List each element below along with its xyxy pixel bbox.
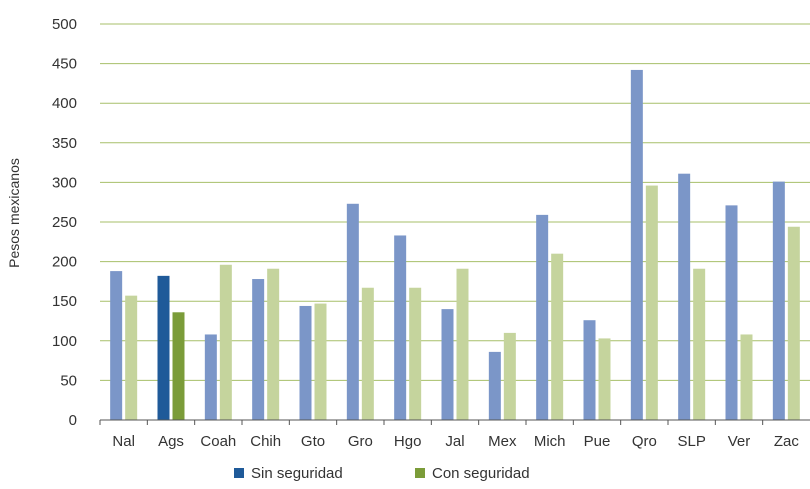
legend-label-sin-seguridad: Sin seguridad <box>251 465 343 482</box>
bar-qro-sin-seguridad <box>630 69 643 420</box>
bar-pue-con-seguridad <box>598 338 611 420</box>
bar-hgo-sin-seguridad <box>394 235 407 420</box>
y-axis-title: Pesos mexicanos <box>6 158 22 268</box>
legend: Sin seguridad Con seguridad <box>234 465 530 482</box>
bar-zac-sin-seguridad <box>772 181 785 420</box>
y-tick-label: 150 <box>52 293 77 310</box>
y-tick-label: 100 <box>52 333 77 350</box>
gridlines <box>100 23 810 381</box>
x-tick-label-gro: Gro <box>348 433 373 450</box>
y-tick-label: 0 <box>69 412 77 429</box>
bar-coah-sin-seguridad <box>204 334 217 420</box>
x-tick-label-pue: Pue <box>584 433 611 450</box>
legend-label-con-seguridad: Con seguridad <box>432 465 530 482</box>
bar-mex-con-seguridad <box>503 332 516 420</box>
bar-slp-con-seguridad <box>693 268 706 420</box>
bar-hgo-con-seguridad <box>409 287 422 420</box>
x-tick-label-zac: Zac <box>774 433 800 450</box>
x-tick-label-slp: SLP <box>677 433 705 450</box>
bar-ags-con-seguridad <box>172 312 185 420</box>
bar-coah-con-seguridad <box>219 264 232 420</box>
y-tick-label: 200 <box>52 254 77 271</box>
legend-swatch-sin-seguridad <box>234 468 244 478</box>
bar-slp-sin-seguridad <box>678 173 691 420</box>
bar-jal-sin-seguridad <box>441 309 454 420</box>
axes: 0 50 100 150 200 250 300 350 400 450 500 Nal Ags Coah… <box>52 16 810 450</box>
legend-swatch-con-seguridad <box>415 468 425 478</box>
x-tick-label-gto: Gto <box>301 433 325 450</box>
bar-ver-sin-seguridad <box>725 205 738 420</box>
bar-gto-con-seguridad <box>314 303 327 420</box>
x-tick-label-mex: Mex <box>488 433 517 450</box>
bar-mich-sin-seguridad <box>536 214 549 420</box>
x-tick-label-jal: Jal <box>445 433 464 450</box>
bar-nal-sin-seguridad <box>110 271 123 420</box>
x-tick-label-ver: Ver <box>728 433 751 450</box>
y-tick-label: 50 <box>60 372 77 389</box>
y-tick-label: 250 <box>52 214 77 231</box>
x-tick-label-coah: Coah <box>200 433 236 450</box>
y-tick-label: 350 <box>52 135 77 152</box>
bar-gto-sin-seguridad <box>299 305 312 420</box>
bar-mich-con-seguridad <box>551 253 564 420</box>
x-tick-label-mich: Mich <box>534 433 566 450</box>
bar-pue-sin-seguridad <box>583 320 596 420</box>
x-tick-label-ags: Ags <box>158 433 184 450</box>
y-tick-label: 450 <box>52 56 77 73</box>
bar-ver-con-seguridad <box>740 334 753 420</box>
x-tick-label-chih: Chih <box>250 433 281 450</box>
x-tick-label-qro: Qro <box>632 433 657 450</box>
bar-mex-sin-seguridad <box>488 351 501 420</box>
bar-nal-con-seguridad <box>125 295 138 420</box>
y-tick-label: 400 <box>52 95 77 112</box>
x-tick-label-hgo: Hgo <box>394 433 422 450</box>
bar-ags-sin-seguridad <box>157 275 170 420</box>
bar-gro-sin-seguridad <box>346 203 359 420</box>
bar-chih-sin-seguridad <box>252 279 265 420</box>
bar-chih-con-seguridad <box>267 268 280 420</box>
bar-gro-con-seguridad <box>361 287 374 420</box>
bar-jal-con-seguridad <box>456 268 469 420</box>
bar-qro-con-seguridad <box>645 185 658 420</box>
y-tick-label: 300 <box>52 174 77 191</box>
bars <box>110 69 800 420</box>
y-tick-label: 500 <box>52 16 77 33</box>
bar-zac-con-seguridad <box>787 226 800 420</box>
x-tick-label-nal: Nal <box>112 433 135 450</box>
